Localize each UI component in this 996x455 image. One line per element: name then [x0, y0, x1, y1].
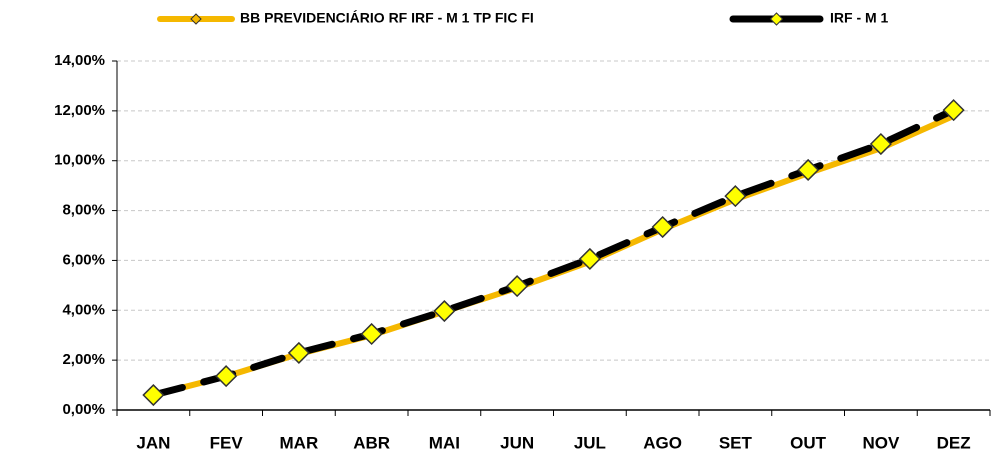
marker — [215, 365, 238, 388]
series-line — [150, 112, 957, 399]
marker — [506, 275, 529, 298]
y-tick-label: 8,00% — [62, 202, 105, 219]
marker — [360, 322, 383, 346]
y-tick-label: 0,00% — [62, 401, 105, 418]
marker — [724, 185, 747, 208]
x-tick-label: MAR — [280, 433, 319, 452]
x-tick-label: FEV — [210, 433, 244, 452]
y-tick-label: 10,00% — [54, 152, 105, 169]
marker — [797, 158, 820, 181]
y-tick-label: 12,00% — [54, 102, 105, 119]
x-tick-label: OUT — [790, 433, 827, 452]
x-tick-label: JUL — [574, 433, 606, 452]
marker — [651, 215, 674, 239]
y-tick-label: 14,00% — [54, 52, 105, 69]
y-tick-label: 2,00% — [62, 351, 105, 368]
x-tick-label: NOV — [862, 433, 900, 452]
x-tick-label: ABR — [353, 433, 390, 452]
x-tick-label: JUN — [500, 433, 534, 452]
y-tick-label: 4,00% — [62, 301, 105, 318]
marker — [578, 247, 601, 270]
marker — [433, 299, 456, 323]
x-tick-label: JAN — [136, 433, 170, 452]
legend-marker — [769, 12, 784, 26]
legend-marker — [190, 13, 202, 25]
marker — [942, 99, 965, 122]
x-tick-label: DEZ — [937, 433, 971, 452]
y-tick-label: 6,00% — [62, 251, 105, 268]
marker — [869, 132, 892, 156]
marker — [287, 341, 310, 364]
legend-label: IRF - M 1 — [830, 10, 889, 26]
marker — [142, 383, 165, 407]
x-tick-label: SET — [719, 433, 753, 452]
x-tick-label: MAI — [429, 433, 460, 452]
series-line — [149, 106, 958, 399]
x-tick-label: AGO — [643, 433, 682, 452]
legend-label: BB PREVIDENCIÁRIO RF IRF - M 1 TP FIC FI — [240, 10, 534, 26]
